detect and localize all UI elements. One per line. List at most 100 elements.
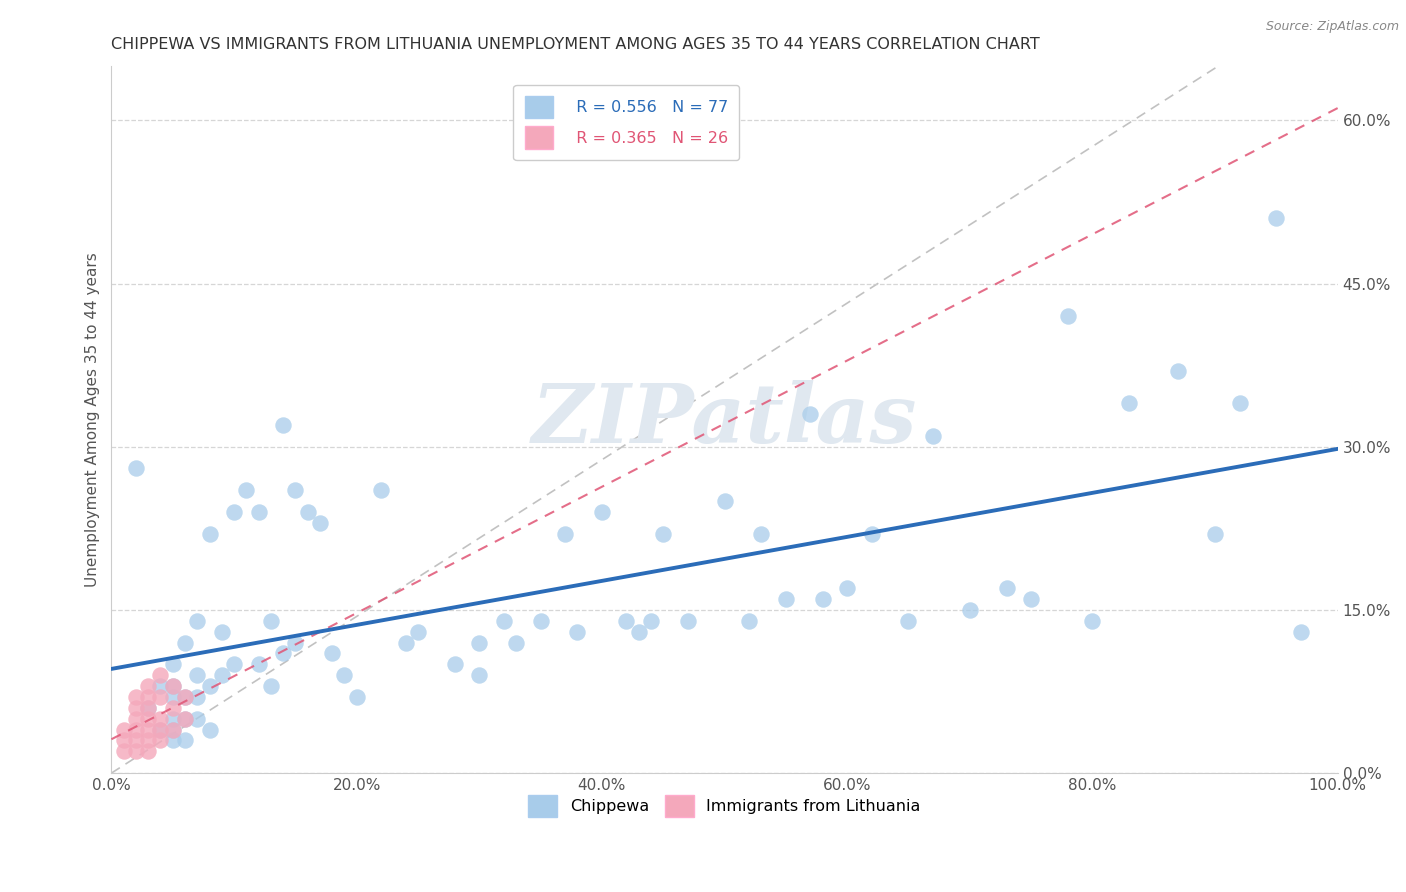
- Point: [616, 614, 638, 628]
- Point: [370, 483, 392, 498]
- Point: [235, 483, 257, 498]
- Point: [1118, 396, 1140, 410]
- Point: [591, 505, 613, 519]
- Point: [174, 690, 197, 704]
- Point: [468, 635, 491, 649]
- Point: [627, 624, 650, 639]
- Point: [897, 614, 920, 628]
- Point: [136, 679, 159, 693]
- Point: [112, 723, 135, 737]
- Point: [1204, 526, 1226, 541]
- Point: [186, 668, 208, 682]
- Point: [309, 516, 332, 530]
- Point: [260, 679, 283, 693]
- Point: [186, 712, 208, 726]
- Point: [567, 624, 589, 639]
- Point: [995, 581, 1018, 595]
- Point: [1265, 211, 1288, 226]
- Y-axis label: Unemployment Among Ages 35 to 44 years: Unemployment Among Ages 35 to 44 years: [86, 252, 100, 587]
- Point: [162, 712, 184, 726]
- Point: [837, 581, 859, 595]
- Point: [211, 668, 233, 682]
- Point: [406, 624, 429, 639]
- Point: [247, 505, 270, 519]
- Point: [174, 635, 197, 649]
- Point: [125, 712, 148, 726]
- Point: [162, 701, 184, 715]
- Point: [174, 733, 197, 747]
- Point: [149, 733, 172, 747]
- Point: [112, 744, 135, 758]
- Point: [1289, 624, 1312, 639]
- Point: [395, 635, 418, 649]
- Point: [284, 483, 307, 498]
- Point: [198, 526, 221, 541]
- Point: [222, 657, 245, 672]
- Point: [321, 647, 343, 661]
- Point: [1167, 363, 1189, 377]
- Point: [174, 690, 197, 704]
- Point: [1057, 309, 1080, 323]
- Point: [198, 679, 221, 693]
- Point: [174, 712, 197, 726]
- Point: [505, 635, 527, 649]
- Point: [149, 679, 172, 693]
- Point: [271, 417, 294, 432]
- Point: [211, 624, 233, 639]
- Point: [738, 614, 761, 628]
- Point: [1229, 396, 1251, 410]
- Point: [125, 723, 148, 737]
- Point: [922, 429, 945, 443]
- Point: [136, 712, 159, 726]
- Point: [149, 668, 172, 682]
- Point: [136, 701, 159, 715]
- Point: [198, 723, 221, 737]
- Point: [676, 614, 699, 628]
- Point: [297, 505, 319, 519]
- Legend: Chippewa, Immigrants from Lithuania: Chippewa, Immigrants from Lithuania: [520, 787, 929, 825]
- Point: [749, 526, 772, 541]
- Point: [1081, 614, 1104, 628]
- Point: [222, 505, 245, 519]
- Point: [492, 614, 515, 628]
- Point: [149, 723, 172, 737]
- Point: [125, 701, 148, 715]
- Point: [775, 592, 797, 607]
- Point: [346, 690, 368, 704]
- Point: [186, 690, 208, 704]
- Point: [799, 407, 821, 421]
- Point: [162, 723, 184, 737]
- Point: [162, 723, 184, 737]
- Point: [554, 526, 576, 541]
- Point: [136, 690, 159, 704]
- Point: [959, 603, 981, 617]
- Point: [136, 733, 159, 747]
- Point: [174, 712, 197, 726]
- Point: [271, 647, 294, 661]
- Point: [136, 744, 159, 758]
- Point: [443, 657, 465, 672]
- Point: [162, 690, 184, 704]
- Point: [162, 679, 184, 693]
- Point: [125, 744, 148, 758]
- Text: Source: ZipAtlas.com: Source: ZipAtlas.com: [1265, 20, 1399, 33]
- Point: [652, 526, 675, 541]
- Point: [149, 712, 172, 726]
- Point: [162, 679, 184, 693]
- Point: [136, 723, 159, 737]
- Point: [640, 614, 662, 628]
- Point: [149, 690, 172, 704]
- Point: [136, 701, 159, 715]
- Point: [529, 614, 551, 628]
- Point: [333, 668, 356, 682]
- Point: [149, 723, 172, 737]
- Point: [125, 690, 148, 704]
- Point: [260, 614, 283, 628]
- Point: [811, 592, 834, 607]
- Point: [125, 733, 148, 747]
- Text: CHIPPEWA VS IMMIGRANTS FROM LITHUANIA UNEMPLOYMENT AMONG AGES 35 TO 44 YEARS COR: CHIPPEWA VS IMMIGRANTS FROM LITHUANIA UN…: [111, 37, 1040, 53]
- Point: [713, 494, 735, 508]
- Point: [162, 657, 184, 672]
- Text: ZIPatlas: ZIPatlas: [531, 379, 917, 459]
- Point: [162, 733, 184, 747]
